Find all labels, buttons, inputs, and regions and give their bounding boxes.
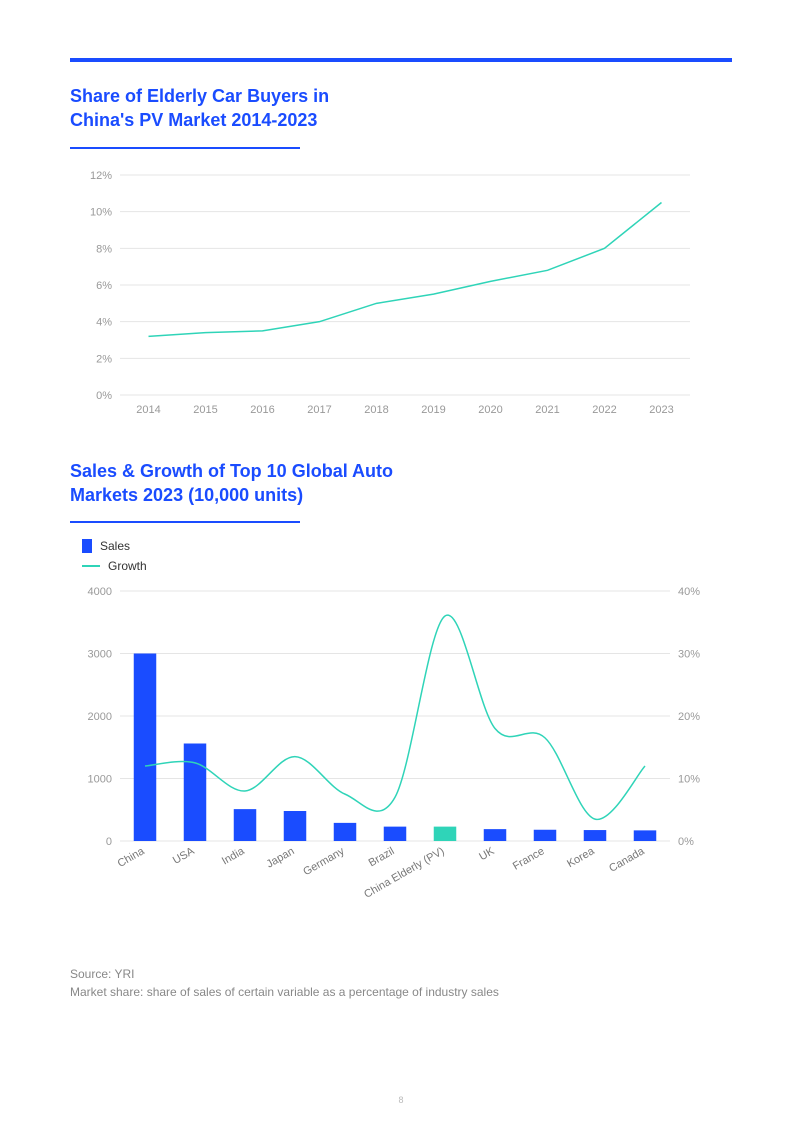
svg-text:2000: 2000 xyxy=(88,711,112,723)
chart2-legend: Sales Growth xyxy=(82,539,732,573)
svg-text:2020: 2020 xyxy=(478,404,502,416)
footer: Source: YRI Market share: share of sales… xyxy=(70,965,732,1001)
svg-text:2023: 2023 xyxy=(649,404,673,416)
chart2-title-underline xyxy=(70,521,300,523)
svg-text:30%: 30% xyxy=(678,649,700,661)
legend-sales-label: Sales xyxy=(100,539,130,553)
svg-text:10%: 10% xyxy=(90,206,112,218)
svg-text:France: France xyxy=(511,845,547,873)
svg-text:0%: 0% xyxy=(96,390,112,402)
svg-text:China: China xyxy=(116,845,148,870)
svg-text:12%: 12% xyxy=(90,170,112,182)
svg-text:2021: 2021 xyxy=(535,404,559,416)
chart2-title-text: Sales & Growth of Top 10 Global Auto Mar… xyxy=(70,461,393,505)
svg-text:Korea: Korea xyxy=(565,845,597,871)
legend-growth-swatch xyxy=(82,565,100,567)
svg-text:2019: 2019 xyxy=(421,404,445,416)
svg-text:6%: 6% xyxy=(96,280,112,292)
svg-text:8%: 8% xyxy=(96,243,112,255)
svg-text:Canada: Canada xyxy=(607,845,647,875)
svg-text:2015: 2015 xyxy=(193,404,217,416)
svg-text:2%: 2% xyxy=(96,353,112,365)
page-number: 8 xyxy=(398,1095,403,1105)
chart1-title-underline xyxy=(70,147,300,149)
legend-growth-label: Growth xyxy=(108,559,147,573)
svg-text:20%: 20% xyxy=(678,711,700,723)
svg-text:2018: 2018 xyxy=(364,404,388,416)
svg-text:UK: UK xyxy=(477,845,497,863)
svg-text:2016: 2016 xyxy=(250,404,274,416)
svg-text:0%: 0% xyxy=(678,836,694,848)
svg-text:0: 0 xyxy=(106,836,112,848)
chart2: 0 1000 2000 3000 4000 0% 10% 20% 30% 40% China USA I… xyxy=(70,581,720,921)
top-rule xyxy=(70,58,732,62)
svg-text:4%: 4% xyxy=(96,316,112,328)
svg-text:Japan: Japan xyxy=(265,845,297,870)
svg-text:USA: USA xyxy=(171,845,197,867)
svg-text:Germany: Germany xyxy=(301,845,347,878)
chart2-title: Sales & Growth of Top 10 Global Auto Mar… xyxy=(70,459,410,508)
chart1-title: Share of Elderly Car Buyers in China's P… xyxy=(70,84,390,133)
svg-text:10%: 10% xyxy=(678,774,700,786)
chart1-title-text: Share of Elderly Car Buyers in China's P… xyxy=(70,86,329,130)
svg-text:Brazil: Brazil xyxy=(367,845,397,869)
chart1: 0% 2% 4% 6% 8% 10% 12% 2014 2015 2016 2017 2018 2019… xyxy=(70,165,700,425)
svg-text:40%: 40% xyxy=(678,586,700,598)
svg-text:2022: 2022 xyxy=(592,404,616,416)
footer-source: Source: YRI xyxy=(70,965,732,983)
svg-text:4000: 4000 xyxy=(88,586,112,598)
legend-sales-swatch xyxy=(82,539,92,553)
svg-text:2014: 2014 xyxy=(136,404,160,416)
legend-growth: Growth xyxy=(82,559,732,573)
legend-sales: Sales xyxy=(82,539,732,553)
svg-text:2017: 2017 xyxy=(307,404,331,416)
svg-text:3000: 3000 xyxy=(88,649,112,661)
svg-text:1000: 1000 xyxy=(88,774,112,786)
footer-note: Market share: share of sales of certain … xyxy=(70,983,732,1001)
svg-text:India: India xyxy=(220,845,247,868)
